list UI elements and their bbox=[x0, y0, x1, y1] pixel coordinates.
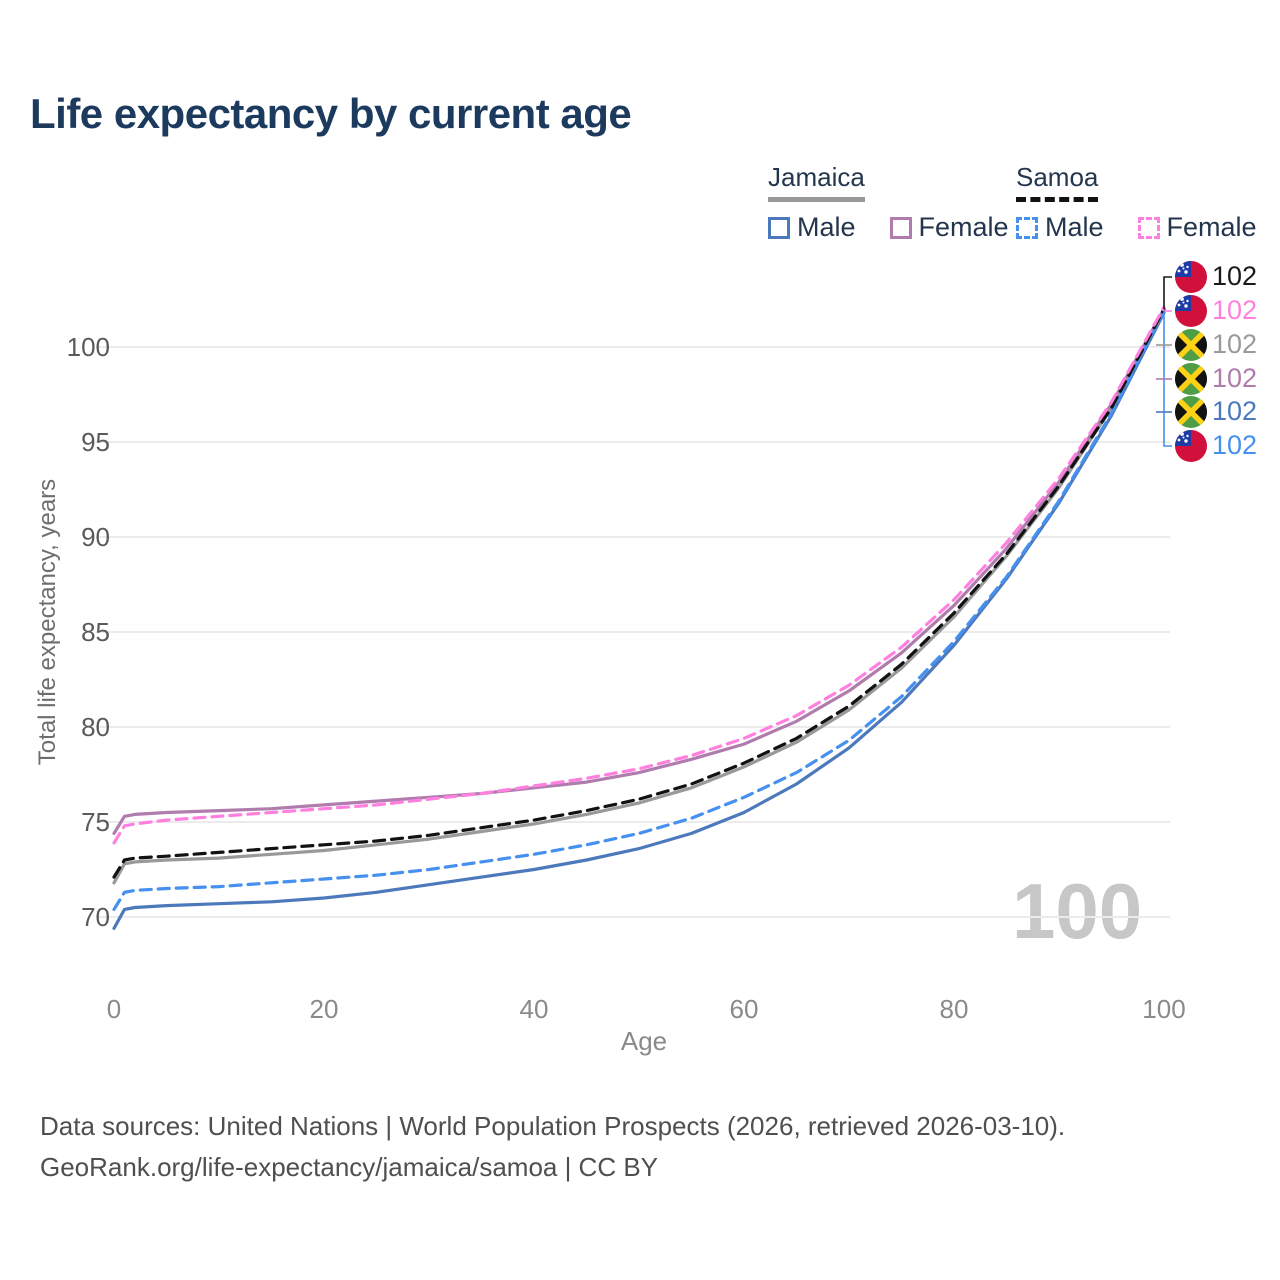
legend-label-samoa-male: Male bbox=[1045, 212, 1104, 242]
y-tick-90: 90 bbox=[81, 522, 110, 552]
legend-item-samoa-female[interactable]: Female bbox=[1137, 212, 1257, 243]
y-tick-70: 70 bbox=[81, 902, 110, 932]
x-tick-80: 80 bbox=[939, 994, 969, 1024]
x-tick-20: 20 bbox=[309, 994, 339, 1024]
legend-item-jamaica-male[interactable]: Male bbox=[768, 212, 856, 243]
series-jamaica-female[interactable] bbox=[112, 307, 1166, 836]
legend-country-samoa[interactable]: Samoa bbox=[1016, 162, 1099, 192]
y-tick-80: 80 bbox=[81, 712, 110, 742]
footer-line-1: Data sources: United Nations | World Pop… bbox=[40, 1111, 1066, 1141]
y-tick-100: 100 bbox=[66, 332, 110, 362]
jamaica-underline-swatch bbox=[768, 197, 865, 202]
jamaica-flag-icon bbox=[1175, 396, 1207, 428]
legend-item-samoa-male[interactable]: Male bbox=[1016, 212, 1104, 243]
end-label-samoa-female: 102 bbox=[1212, 295, 1258, 325]
x-tick-100: 100 bbox=[1142, 994, 1186, 1024]
page-title: Life expectancy by current age bbox=[30, 90, 632, 137]
end-label-jamaica-female: 102 bbox=[1212, 363, 1258, 393]
samoa-female-swatch bbox=[1137, 216, 1160, 239]
legend-label-jamaica-male: Male bbox=[797, 212, 856, 242]
end-label-jamaica-male: 102 bbox=[1212, 396, 1258, 426]
jamaica-flag-icon bbox=[1175, 329, 1207, 361]
age-watermark: 100 bbox=[1012, 867, 1143, 955]
y-tick-85: 85 bbox=[81, 617, 110, 647]
jamaica-male-swatch bbox=[768, 216, 790, 239]
end-label-samoa-overall: 102 bbox=[1212, 261, 1258, 291]
x-tick-0: 0 bbox=[106, 994, 122, 1024]
series-samoa-overall[interactable] bbox=[112, 307, 1166, 879]
samoa-male-swatch bbox=[1016, 216, 1038, 239]
samoa-flag-icon bbox=[1175, 430, 1207, 462]
x-tick-60: 60 bbox=[729, 994, 759, 1024]
leader-samoa-overall bbox=[1163, 276, 1172, 309]
footer-line-2[interactable]: GeoRank.org/life-expectancy/jamaica/samo… bbox=[40, 1152, 659, 1182]
legend-group-samoa: Samoa Male Female bbox=[1016, 162, 1280, 243]
y-tick-95: 95 bbox=[81, 427, 110, 457]
series-samoa-female[interactable] bbox=[112, 305, 1166, 845]
y-axis-title: Total life expectancy, years bbox=[34, 478, 61, 766]
leader-samoa-male bbox=[1163, 311, 1172, 447]
legend-group-jamaica: Jamaica Male Female bbox=[768, 162, 1035, 243]
series-samoa-male[interactable] bbox=[112, 309, 1166, 912]
legend-label-jamaica-female: Female bbox=[918, 212, 1009, 242]
series-jamaica-male[interactable] bbox=[112, 311, 1166, 931]
legend-item-jamaica-female[interactable]: Female bbox=[889, 212, 1009, 243]
samoa-flag-icon bbox=[1175, 261, 1207, 293]
x-tick-40: 40 bbox=[519, 994, 549, 1024]
x-axis-title: Age bbox=[620, 1026, 668, 1056]
end-label-jamaica-overall: 102 bbox=[1212, 329, 1258, 359]
y-tick-75: 75 bbox=[81, 807, 110, 837]
legend-country-jamaica[interactable]: Jamaica bbox=[768, 162, 865, 192]
legend-label-samoa-female: Female bbox=[1166, 212, 1257, 242]
jamaica-female-swatch bbox=[889, 216, 912, 239]
samoa-flag-icon bbox=[1175, 295, 1207, 327]
data-source-footer: Data sources: United Nations | World Pop… bbox=[40, 1106, 1065, 1188]
samoa-underline-swatch bbox=[1016, 197, 1099, 202]
jamaica-flag-icon bbox=[1175, 363, 1207, 395]
series-jamaica-overall[interactable] bbox=[112, 309, 1166, 885]
end-label-samoa-male: 102 bbox=[1212, 430, 1258, 460]
